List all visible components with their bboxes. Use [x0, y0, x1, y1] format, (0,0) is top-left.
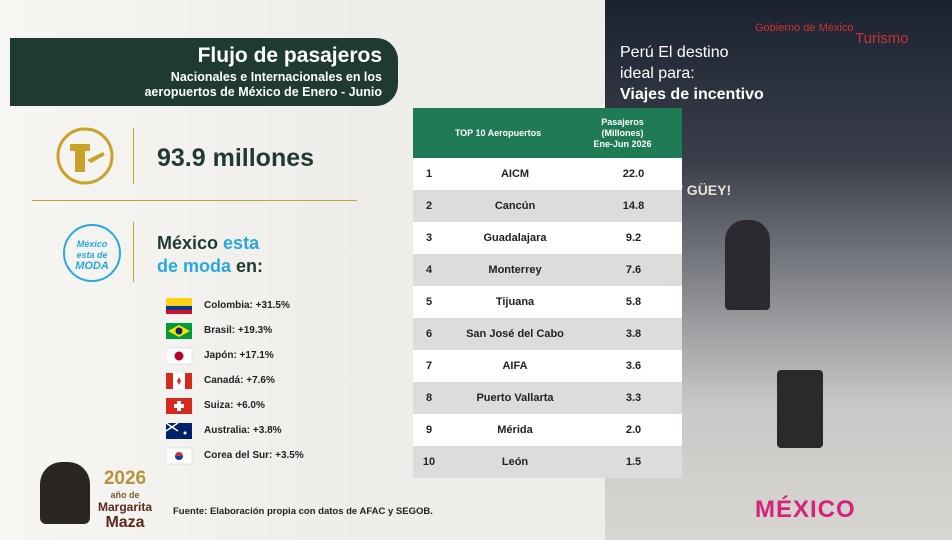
country-item: Japón: +17.1% — [204, 350, 274, 361]
header-line: (Millones) — [601, 127, 644, 138]
table-row: 6 San José del Cabo 3.8 — [413, 318, 682, 350]
divider — [32, 200, 357, 201]
sign-text: ideal para: — [620, 65, 695, 82]
country-item: Suiza: +6.0% — [204, 400, 265, 411]
table-body: 1 AICM 22.0 2 Cancún 14.8 3 Guadalajara 9.2 4 Mont… — [413, 158, 682, 478]
brand-logo: MÉXICO — [755, 496, 856, 523]
stat-value: 93.9 millones — [157, 144, 315, 172]
table-cell: 1.5 — [625, 456, 642, 468]
table-header: TOP 10 Aeropuertos Pasajeros (Millones) … — [413, 108, 682, 158]
logo-2026: 2026 año de Margarita Maza — [96, 468, 154, 532]
heading-text: esta — [223, 233, 260, 253]
logo-text: Margarita — [97, 500, 153, 514]
table-cell: 5.8 — [625, 296, 642, 308]
header-cell: TOP 10 Aeropuertos — [454, 128, 542, 138]
table-cell: Guadalajara — [483, 232, 547, 244]
table-cell: 9 — [425, 424, 433, 436]
table-cell: Tijuana — [495, 296, 535, 308]
country-item: Australia: +3.8% — [204, 425, 282, 436]
title: Flujo de pasajeros — [197, 44, 382, 67]
header: Flujo de pasajeros Nacionales e Internac… — [10, 38, 398, 106]
table-row: 5 Tijuana 5.8 — [413, 286, 682, 318]
portrait — [40, 462, 90, 524]
airport-icon — [56, 127, 114, 185]
country-item: Corea del Sur: +3.5% — [204, 450, 304, 461]
table-cell: AICM — [500, 168, 530, 180]
header-cell: Pasajeros (Millones) Ene-Jun 2026 — [563, 117, 682, 150]
table-cell: 9.2 — [625, 232, 642, 244]
heading-text: en: — [236, 256, 264, 276]
badge-text: esta de — [76, 250, 108, 260]
country-item: Canadá: +7.6% — [204, 375, 275, 386]
country-item: Colombia: +31.5% — [204, 300, 290, 311]
table-cell: 7.6 — [625, 264, 642, 276]
table-cell: 10 — [422, 456, 436, 468]
gob-text: Gobierno de México — [755, 22, 854, 34]
table-cell: 5 — [425, 296, 433, 308]
moda-heading: México esta de moda en: — [157, 232, 263, 278]
table-row: 10 León 1.5 — [413, 446, 682, 478]
sign-text: Perú El destino — [620, 44, 729, 61]
table-row: 4 Monterrey 7.6 — [413, 254, 682, 286]
logo-text: año de — [110, 490, 140, 500]
heading-text: México — [157, 233, 219, 253]
table-cell: 22.0 — [622, 168, 645, 180]
table-cell: 3 — [425, 232, 433, 244]
badge-text: México — [76, 239, 108, 249]
moda-badge: México esta de MODA — [63, 224, 121, 282]
table-cell: Puerto Vallarta — [476, 392, 554, 404]
table-cell: Monterrey — [488, 264, 542, 276]
table-row: 9 Mérida 2.0 — [413, 414, 682, 446]
badge-text: MODA — [75, 260, 109, 272]
table-row: 3 Guadalajara 9.2 — [413, 222, 682, 254]
table-row: 1 AICM 22.0 — [413, 158, 682, 190]
table-cell: AIFA — [502, 360, 528, 372]
table-cell: 1 — [425, 168, 433, 180]
table-cell: 3.6 — [625, 360, 642, 372]
divider — [133, 128, 134, 184]
table-row: 8 Puerto Vallarta 3.3 — [413, 382, 682, 414]
turismo-text: Turismo — [855, 30, 909, 47]
table-cell: 8 — [425, 392, 433, 404]
country-item: Brasil: +19.3% — [204, 325, 273, 336]
divider — [133, 222, 134, 282]
suitcase — [777, 370, 823, 448]
subtitle: aeropuertos de México de Enero - Junio — [144, 85, 382, 99]
table-cell: 2.0 — [625, 424, 642, 436]
airport-table: TOP 10 Aeropuertos Pasajeros (Millones) … — [413, 108, 682, 478]
table-row: 7 AIFA 3.6 — [413, 350, 682, 382]
table-cell: 4 — [425, 264, 433, 276]
table-cell: 14.8 — [622, 200, 645, 212]
table-cell: León — [501, 456, 529, 468]
table-cell: 3.8 — [625, 328, 642, 340]
sign-text: Viajes de incentivo — [620, 86, 764, 103]
table-cell: San José del Cabo — [466, 328, 564, 340]
logo-text: Maza — [105, 514, 145, 531]
flags — [166, 298, 193, 465]
table-cell: 3.3 — [625, 392, 642, 404]
subtitle: Nacionales e Internacionales en los — [170, 70, 382, 84]
heading-text: de moda — [157, 256, 232, 276]
header-line: Pasajeros — [601, 116, 644, 127]
logo-text: 2026 — [103, 468, 147, 489]
table-cell: Cancún — [494, 200, 536, 212]
traveler — [725, 220, 770, 310]
table-cell: 6 — [425, 328, 433, 340]
table-cell: 7 — [425, 360, 433, 372]
source: Fuente: Elaboración propia con datos de … — [173, 506, 433, 517]
table-row: 2 Cancún 14.8 — [413, 190, 682, 222]
header-line: Ene-Jun 2026 — [593, 138, 652, 149]
table-cell: Mérida — [497, 424, 533, 436]
table-cell: 2 — [425, 200, 433, 212]
